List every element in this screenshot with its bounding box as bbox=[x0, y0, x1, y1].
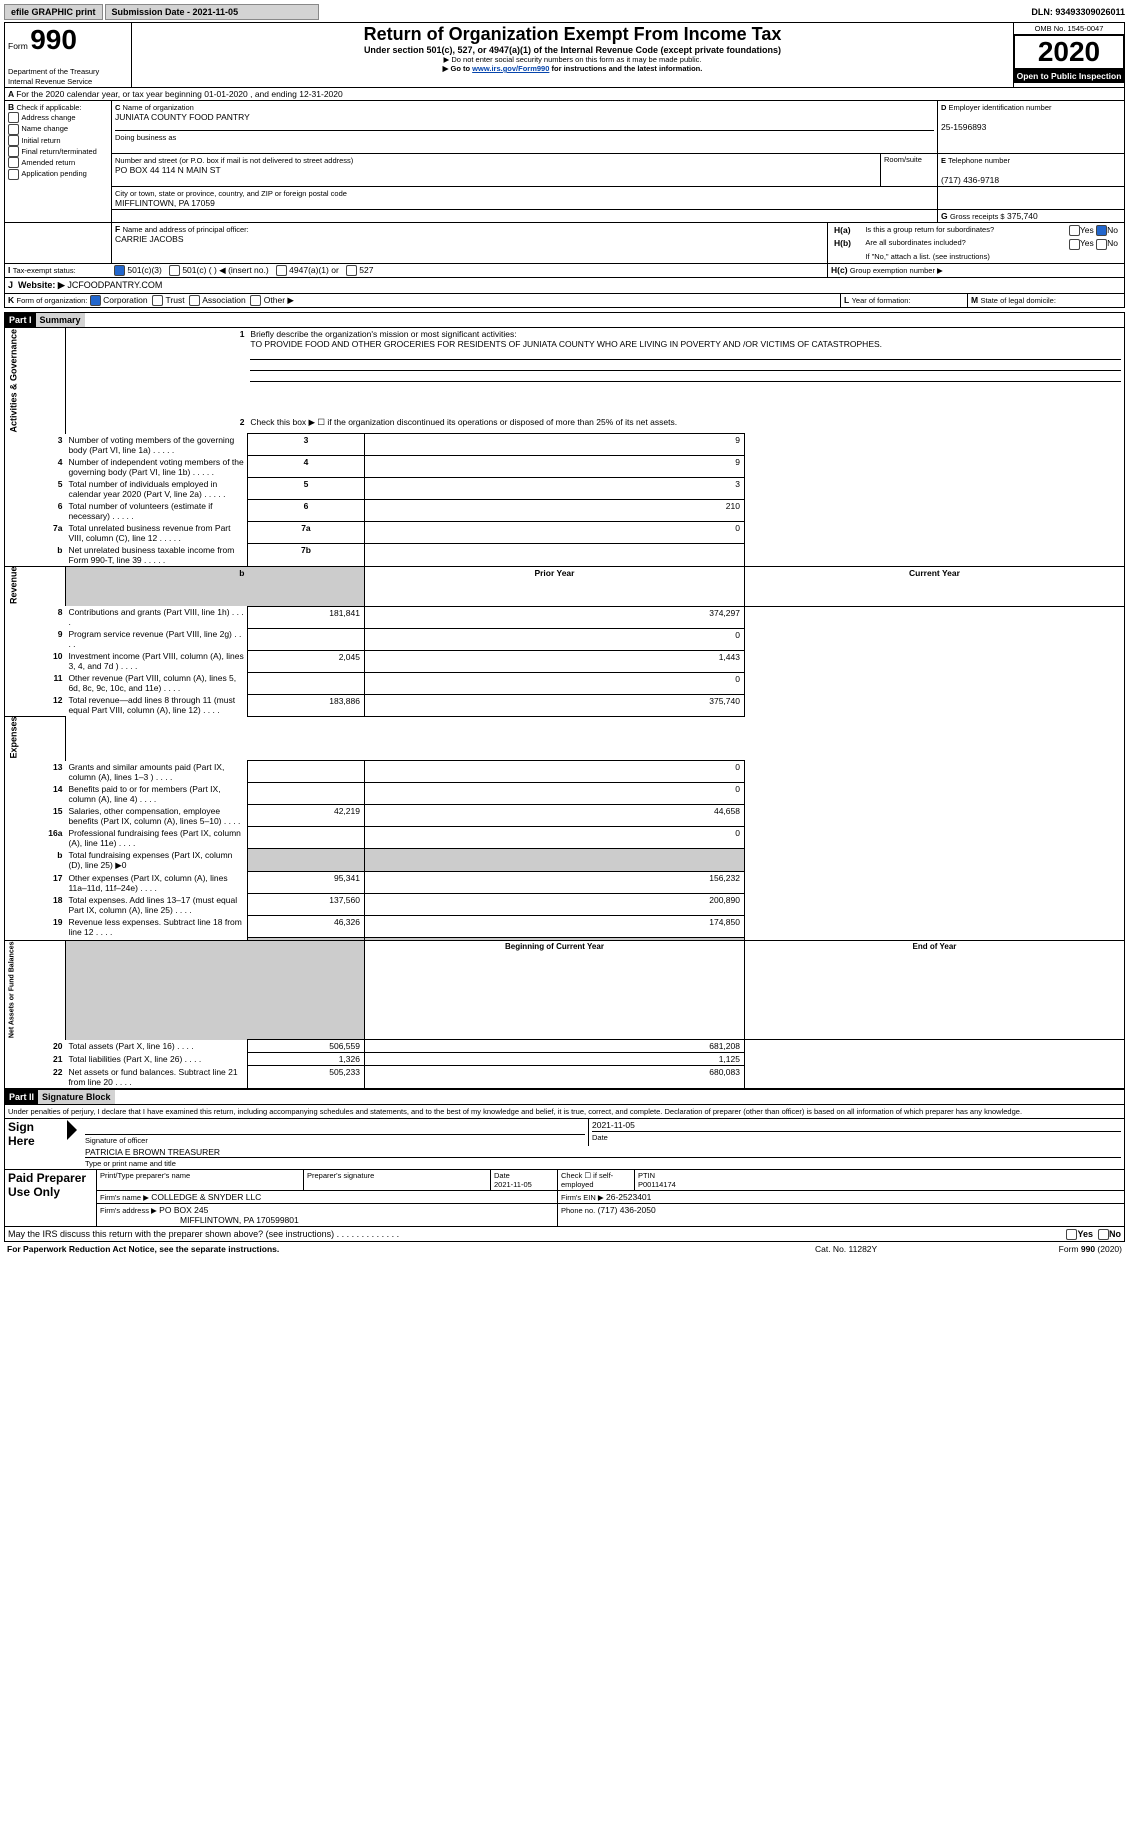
address: PO BOX 44 114 N MAIN ST bbox=[115, 165, 221, 175]
line-a: A For the 2020 calendar year, or tax yea… bbox=[4, 88, 1125, 101]
line-j: J Website: ▶ JCFOODPANTRY.COM bbox=[4, 278, 1125, 294]
firm-name: COLLEDGE & SNYDER LLC bbox=[151, 1192, 261, 1202]
topbar: efile GRAPHIC print Submission Date - 20… bbox=[4, 4, 1125, 20]
sec-gov: Activities & Governance bbox=[5, 328, 66, 434]
part1-body: Activities & Governance 1 Briefly descri… bbox=[4, 328, 1125, 1089]
form-label: Form bbox=[8, 41, 28, 51]
title: Return of Organization Exempt From Incom… bbox=[135, 24, 1010, 45]
sec-rev: Revenue bbox=[5, 566, 66, 606]
prep-date: 2021-11-05 bbox=[494, 1180, 532, 1189]
tax-year: 2020 bbox=[1014, 35, 1124, 69]
paid-block: Paid Preparer Use Only Print/Type prepar… bbox=[4, 1170, 1125, 1227]
form-number: 990 bbox=[30, 24, 77, 55]
open-inspection: Open to Public Inspection bbox=[1014, 69, 1124, 83]
footer: For Paperwork Reduction Act Notice, see … bbox=[4, 1243, 1125, 1255]
note1: ▶ Do not enter social security numbers o… bbox=[135, 55, 1010, 64]
firm-addr: PO BOX 245 bbox=[159, 1205, 208, 1215]
submission-date: Submission Date - 2021-11-05 bbox=[105, 4, 319, 20]
website: JCFOODPANTRY.COM bbox=[67, 280, 162, 290]
dept: Department of the Treasury Internal Reve… bbox=[8, 67, 99, 86]
omb: OMB No. 1545-0047 bbox=[1014, 23, 1124, 35]
firm-ein: 26-2523401 bbox=[606, 1192, 651, 1202]
part2-bar: Part IISignature Block bbox=[4, 1089, 1125, 1105]
officer-name: PATRICIA E BROWN TREASURER bbox=[85, 1147, 1121, 1158]
dln: DLN: 93493309026011 bbox=[1031, 7, 1125, 17]
phone: (717) 436-9718 bbox=[941, 175, 999, 185]
efile-print-btn[interactable]: efile GRAPHIC print bbox=[4, 4, 103, 20]
subtitle: Under section 501(c), 527, or 4947(a)(1)… bbox=[135, 45, 1010, 55]
form-header: Form 990 Department of the Treasury Inte… bbox=[4, 22, 1125, 88]
sec-exp: Expenses bbox=[5, 716, 66, 761]
ein: 25-1596893 bbox=[941, 122, 986, 132]
sign-date: 2021-11-05 bbox=[592, 1120, 635, 1130]
ptin: P00114174 bbox=[638, 1180, 676, 1189]
firm-phone: (717) 436-2050 bbox=[598, 1205, 656, 1215]
org-name: JUNIATA COUNTY FOOD PANTRY bbox=[115, 112, 250, 122]
mission: TO PROVIDE FOOD AND OTHER GROCERIES FOR … bbox=[250, 339, 882, 349]
officer: CARRIE JACOBS bbox=[115, 234, 184, 244]
form990-link[interactable]: www.irs.gov/Form990 bbox=[472, 64, 549, 73]
line-i: I Tax-exempt status: 501(c)(3) 501(c) ( … bbox=[4, 264, 1125, 278]
gross-receipts: 375,740 bbox=[1007, 211, 1038, 221]
identity-block: B Check if applicable: Address change Na… bbox=[4, 101, 1125, 223]
declaration: Under penalties of perjury, I declare th… bbox=[4, 1105, 1125, 1119]
note2: ▶ Go to www.irs.gov/Form990 for instruct… bbox=[135, 64, 1010, 73]
line-klm: K Form of organization: Corporation Trus… bbox=[4, 294, 1125, 308]
city-state: MIFFLINTOWN, PA 17059 bbox=[115, 198, 215, 208]
form-ref: Form 990 (2020) bbox=[938, 1243, 1125, 1255]
discuss-line: May the IRS discuss this return with the… bbox=[4, 1227, 1125, 1242]
sign-block: Sign Here Signature of officer 2021-11-0… bbox=[4, 1119, 1125, 1170]
sec-net: Net Assets or Fund Balances bbox=[5, 941, 66, 1040]
fh-block: F Name and address of principal officer:… bbox=[4, 223, 1125, 264]
part1-bar: Part ISummary bbox=[4, 312, 1125, 328]
